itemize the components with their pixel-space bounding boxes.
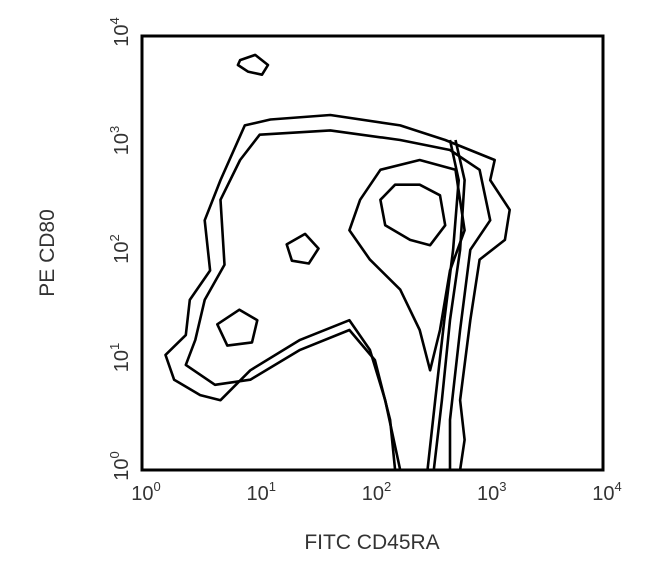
contour-line-7 [432, 139, 466, 471]
contour-lines [164, 53, 512, 472]
contour-line-0 [164, 113, 512, 472]
x-tick-label: 102 [362, 479, 391, 505]
x-tick-label: 103 [477, 479, 506, 505]
y-tick-label: 103 [107, 126, 133, 155]
contour-line-5 [216, 308, 259, 347]
plot-frame [140, 34, 605, 472]
x-tick-label: 100 [131, 479, 160, 505]
contour-line-6 [285, 232, 320, 265]
y-tick-label: 104 [107, 17, 133, 46]
contour-line-4 [236, 53, 270, 76]
x-axis-label: FITC CD45RA [304, 531, 439, 554]
y-tick-labels: 100 101 102 103 104 [107, 17, 133, 480]
contour-line-8 [426, 139, 461, 471]
y-axis-label: PE CD80 [36, 209, 59, 297]
x-tick-labels: 100 101 102 103 104 [131, 479, 621, 505]
y-tick-label: 101 [107, 343, 133, 372]
y-tick-label: 102 [107, 234, 133, 263]
contour-line-1 [184, 129, 492, 472]
x-tick-label: 104 [592, 479, 621, 505]
y-tick-label: 100 [107, 451, 133, 480]
contour-line-3 [379, 183, 447, 247]
contour-line-2 [348, 158, 466, 372]
x-tick-label: 101 [247, 479, 276, 505]
